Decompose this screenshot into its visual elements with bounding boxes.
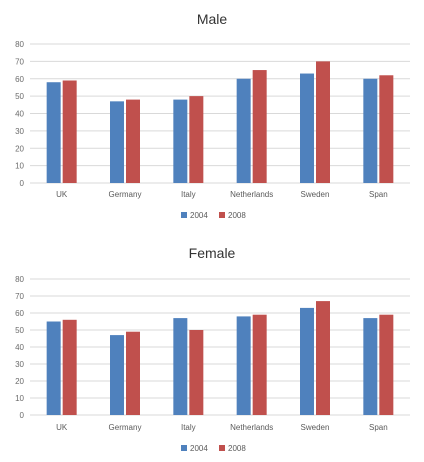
y-tick-label: 40 <box>15 110 24 119</box>
legend-swatch <box>219 445 225 451</box>
x-tick-label: Germany <box>109 190 142 199</box>
bar-2004-germany <box>110 101 124 183</box>
chart-panel-1: Male 0 10 20 30 40 50 60 70 80 UK Germany Italy Nethe… <box>15 11 410 220</box>
bar-2004-sweden <box>300 307 314 415</box>
bar-2004-sweden <box>300 73 314 183</box>
y-tick-label: 30 <box>15 360 24 369</box>
bar-2004-italy <box>173 99 188 183</box>
bar-2008-germany <box>126 99 140 183</box>
y-tick-label: 10 <box>15 394 24 403</box>
x-tick-label: Germany <box>109 423 142 432</box>
bar-2008-netherlands <box>252 314 267 415</box>
bar-2008-sweden <box>316 301 330 415</box>
y-tick-label: 10 <box>15 162 24 171</box>
chart-panel-2: Female 0 10 20 30 40 50 60 70 80 UK Germany Italy Net… <box>15 245 410 453</box>
x-tick-label: UK <box>56 423 68 432</box>
y-tick-label: 20 <box>15 377 24 386</box>
bar-2004-uk <box>46 82 61 183</box>
x-tick-label: Netherlands <box>230 190 273 199</box>
legend-entry: 2008 <box>228 211 246 220</box>
legend-swatch <box>181 212 187 218</box>
bar-2004-netherlands <box>236 78 251 183</box>
bar-2008-uk <box>62 319 77 415</box>
bar-2004-span <box>363 318 378 415</box>
y-tick-label: 40 <box>15 343 24 352</box>
y-tick-label: 0 <box>20 411 25 420</box>
x-tick-label: UK <box>56 190 68 199</box>
x-tick-label: Italy <box>181 423 196 432</box>
chart-title: Male <box>197 11 228 27</box>
x-tick-label: Span <box>369 423 388 432</box>
bar-2004-uk <box>46 321 61 415</box>
bar-2008-italy <box>189 330 204 415</box>
y-tick-label: 20 <box>15 144 24 153</box>
y-tick-label: 50 <box>15 326 24 335</box>
bar-2004-netherlands <box>236 316 251 415</box>
bar-2008-span <box>379 314 394 415</box>
x-tick-label: Italy <box>181 190 196 199</box>
y-tick-label: 0 <box>20 179 25 188</box>
bar-2004-italy <box>173 318 188 415</box>
y-tick-label: 80 <box>15 275 24 284</box>
y-tick-label: 80 <box>15 40 24 49</box>
chart-title: Female <box>189 245 236 261</box>
y-tick-label: 70 <box>15 292 24 301</box>
y-tick-label: 30 <box>15 127 24 136</box>
x-tick-label: Sweden <box>301 423 330 432</box>
bar-2008-sweden <box>316 61 330 183</box>
legend-entry: 2004 <box>190 211 208 220</box>
bar-2008-italy <box>189 96 204 183</box>
bar-2004-germany <box>110 335 124 415</box>
bar-2008-uk <box>62 80 77 183</box>
legend-swatch <box>219 212 225 218</box>
bar-2008-netherlands <box>252 70 267 183</box>
x-tick-label: Sweden <box>301 190 330 199</box>
legend-entry: 2008 <box>228 444 246 453</box>
legend-swatch <box>181 445 187 451</box>
bar-2008-span <box>379 75 394 183</box>
y-tick-label: 70 <box>15 57 24 66</box>
x-tick-label: Span <box>369 190 388 199</box>
y-tick-label: 50 <box>15 92 24 101</box>
bar-2008-germany <box>126 331 140 415</box>
bar-2004-span <box>363 78 378 183</box>
x-tick-label: Netherlands <box>230 423 273 432</box>
y-tick-label: 60 <box>15 75 24 84</box>
y-tick-label: 60 <box>15 309 24 318</box>
legend-entry: 2004 <box>190 444 208 453</box>
